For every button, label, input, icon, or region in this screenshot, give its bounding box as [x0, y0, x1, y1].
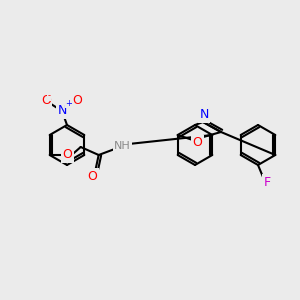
Text: F: F: [263, 176, 271, 188]
Text: O: O: [72, 94, 82, 107]
Text: O: O: [193, 136, 202, 149]
Text: +: +: [66, 98, 72, 107]
Text: N: N: [199, 109, 209, 122]
Text: N: N: [57, 104, 67, 118]
Text: NH: NH: [114, 141, 131, 151]
Text: O: O: [41, 94, 51, 107]
Text: -: -: [47, 92, 50, 100]
Text: O: O: [63, 148, 73, 161]
Text: O: O: [88, 169, 98, 182]
